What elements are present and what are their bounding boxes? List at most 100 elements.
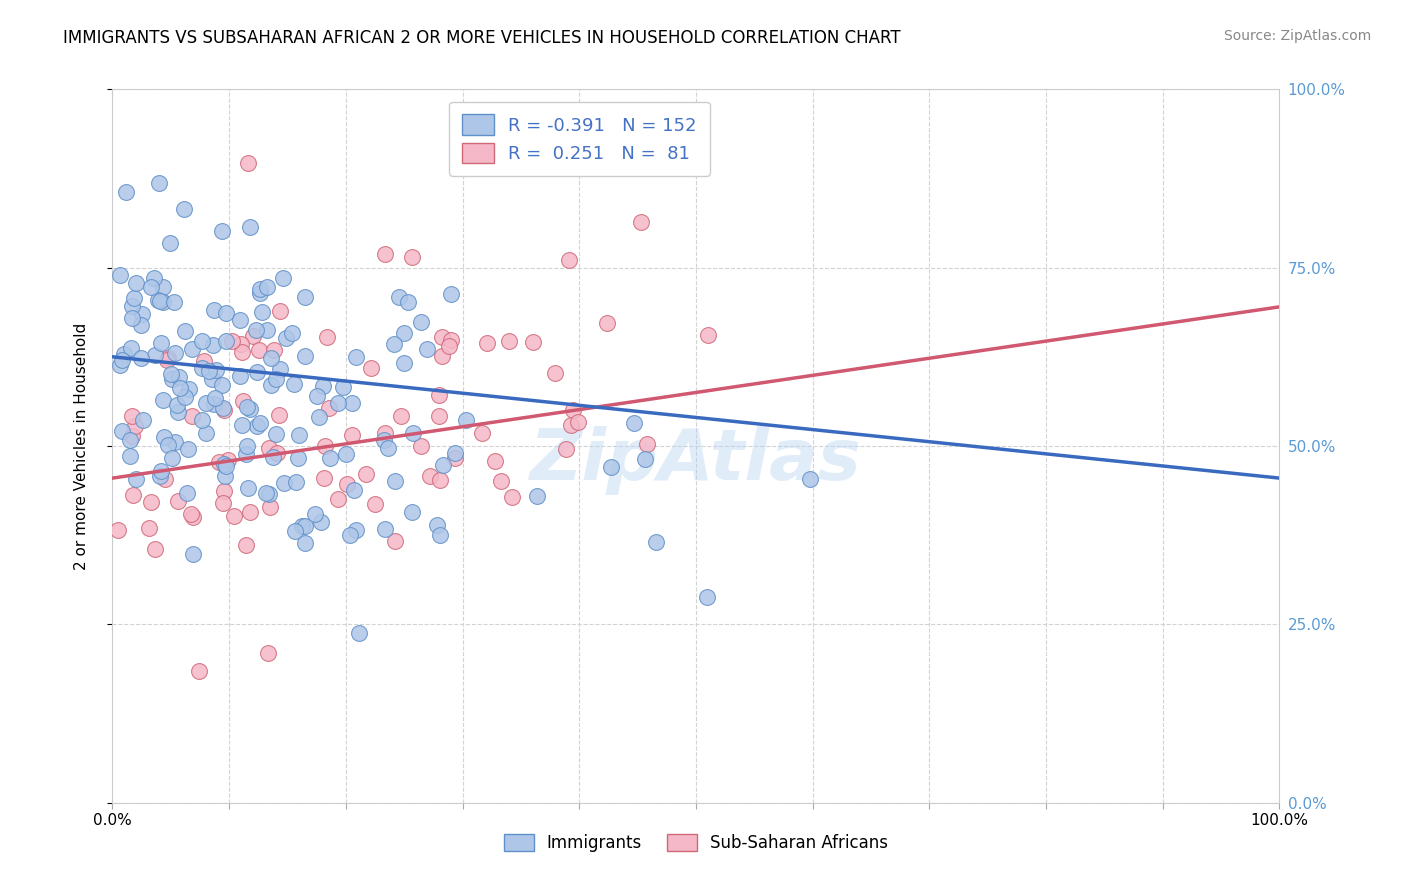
Point	[236, 481, 259, 495]
Point	[401, 250, 423, 264]
Point	[122, 488, 145, 502]
Point	[217, 452, 239, 467]
Point	[254, 486, 277, 500]
Point	[287, 451, 309, 466]
Point	[165, 434, 187, 449]
Point	[111, 424, 134, 438]
Point	[149, 464, 172, 478]
Point	[239, 219, 262, 234]
Point	[150, 336, 173, 351]
Point	[269, 362, 291, 376]
Point	[308, 410, 330, 425]
Point	[392, 326, 415, 341]
Point	[121, 409, 143, 423]
Point	[236, 401, 259, 415]
Point	[354, 467, 377, 481]
Point	[344, 350, 367, 364]
Point	[560, 417, 582, 432]
Point	[314, 439, 336, 453]
Point	[142, 271, 165, 285]
Point	[259, 500, 281, 514]
Point	[195, 425, 218, 440]
Point	[697, 328, 720, 343]
Point	[281, 326, 304, 340]
Point	[285, 475, 308, 490]
Point	[294, 289, 316, 303]
Point	[167, 493, 190, 508]
Point	[269, 304, 291, 318]
Point	[427, 409, 450, 424]
Point	[557, 252, 579, 267]
Point	[124, 418, 146, 433]
Point	[245, 323, 267, 337]
Point	[141, 495, 163, 509]
Point	[177, 442, 200, 456]
Point	[143, 348, 166, 362]
Point	[235, 439, 257, 453]
Point	[340, 427, 363, 442]
Point	[231, 393, 253, 408]
Point	[645, 535, 668, 549]
Point	[364, 497, 387, 511]
Point	[163, 295, 186, 310]
Point	[125, 472, 148, 486]
Point	[249, 282, 271, 296]
Point	[336, 476, 359, 491]
Point	[153, 430, 176, 444]
Point	[181, 509, 204, 524]
Text: IMMIGRANTS VS SUBSAHARAN AFRICAN 2 OR MORE VEHICLES IN HOUSEHOLD CORRELATION CHA: IMMIGRANTS VS SUBSAHARAN AFRICAN 2 OR MO…	[63, 29, 901, 46]
Point	[215, 459, 238, 474]
Point	[160, 367, 183, 381]
Point	[484, 454, 506, 468]
Point	[342, 396, 364, 410]
Point	[430, 349, 453, 363]
Point	[373, 434, 395, 448]
Point	[212, 496, 235, 510]
Point	[156, 351, 179, 366]
Point	[263, 343, 285, 357]
Point	[222, 509, 245, 524]
Point	[235, 447, 257, 461]
Point	[318, 401, 340, 416]
Point	[294, 350, 316, 364]
Point	[215, 334, 238, 349]
Point	[343, 483, 366, 498]
Point	[160, 372, 183, 386]
Point	[444, 445, 467, 459]
Point	[121, 299, 143, 313]
Point	[416, 342, 439, 356]
Point	[475, 335, 498, 350]
Point	[246, 419, 269, 434]
Point	[166, 398, 188, 412]
Point	[309, 516, 332, 530]
Point	[118, 450, 141, 464]
Point	[112, 347, 135, 361]
Point	[122, 292, 145, 306]
Point	[429, 528, 451, 542]
Point	[235, 538, 257, 552]
Point	[208, 455, 231, 469]
Point	[634, 451, 657, 466]
Point	[344, 523, 367, 537]
Point	[389, 409, 412, 423]
Point	[623, 416, 645, 430]
Point	[125, 276, 148, 290]
Point	[401, 505, 423, 519]
Point	[257, 441, 280, 455]
Point	[562, 403, 585, 417]
Point	[191, 360, 214, 375]
Point	[426, 518, 449, 533]
Point	[264, 372, 287, 386]
Point	[131, 307, 153, 321]
Point	[214, 469, 236, 483]
Point	[384, 474, 406, 488]
Point	[501, 491, 523, 505]
Point	[402, 425, 425, 440]
Point	[526, 489, 548, 503]
Point	[231, 345, 253, 359]
Legend: Immigrants, Sub-Saharan Africans: Immigrants, Sub-Saharan Africans	[496, 827, 896, 859]
Point	[215, 305, 238, 319]
Point	[269, 408, 291, 422]
Point	[599, 459, 621, 474]
Point	[249, 416, 271, 430]
